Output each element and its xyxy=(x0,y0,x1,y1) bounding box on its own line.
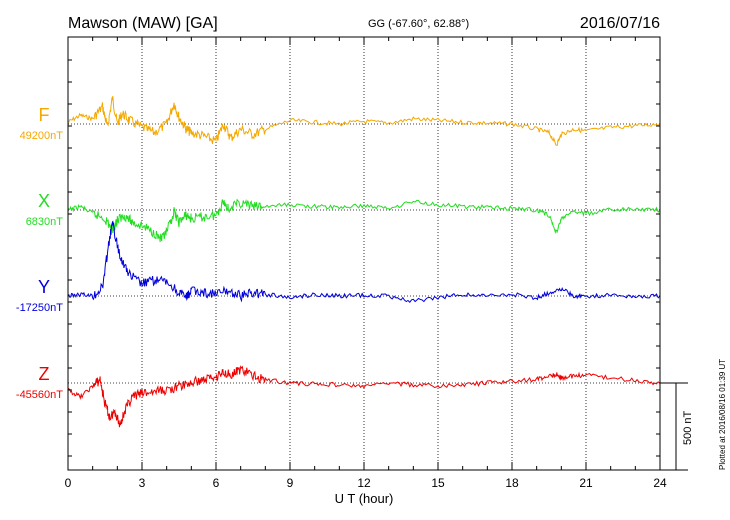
geo-coordinates: GG (-67.60°, 62.88°) xyxy=(368,18,469,30)
x-tick-label: 9 xyxy=(287,476,294,490)
series-line-x xyxy=(67,198,661,243)
series-name-y: Y xyxy=(38,277,50,297)
series-name-z: Z xyxy=(39,364,50,384)
x-tick-label: 21 xyxy=(579,476,593,490)
series-layer xyxy=(67,96,661,428)
scale-bar: 500 nT xyxy=(660,382,694,471)
series-baseline-z: -45560nT xyxy=(16,389,63,401)
plot-frame xyxy=(67,36,661,471)
series-baseline-x: 6830nT xyxy=(26,216,64,228)
x-axis-label: U T (hour) xyxy=(335,491,394,506)
plotted-timestamp: Plotted at 2016/08/16 01:39 UT xyxy=(718,359,727,470)
series-name-x: X xyxy=(38,191,50,211)
series-line-z xyxy=(67,365,661,428)
x-tick-label: 24 xyxy=(653,476,667,490)
x-tick-label: 0 xyxy=(65,476,72,490)
x-tick-label: 3 xyxy=(139,476,146,490)
x-tick-label: 12 xyxy=(357,476,371,490)
series-baseline-f: 49200nT xyxy=(20,130,64,142)
series-name-f: F xyxy=(39,105,50,125)
grid-lines xyxy=(68,37,660,470)
x-axis: 0 3 6 9 12 15 18 21 24 xyxy=(65,37,667,490)
x-tick-label: 18 xyxy=(505,476,519,490)
plot-date: 2016/07/16 xyxy=(580,15,660,32)
series-baseline-y: -17250nT xyxy=(16,302,63,314)
station-title: Mawson (MAW) [GA] xyxy=(68,15,218,32)
x-tick-label: 15 xyxy=(431,476,445,490)
x-tick-label: 6 xyxy=(213,476,220,490)
series-line-y xyxy=(67,220,661,303)
series-line-f xyxy=(67,96,661,147)
series-labels: F 49200nT X 6830nT Y -17250nT Z -45560nT xyxy=(16,105,63,401)
scale-bar-label: 500 nT xyxy=(682,410,694,445)
